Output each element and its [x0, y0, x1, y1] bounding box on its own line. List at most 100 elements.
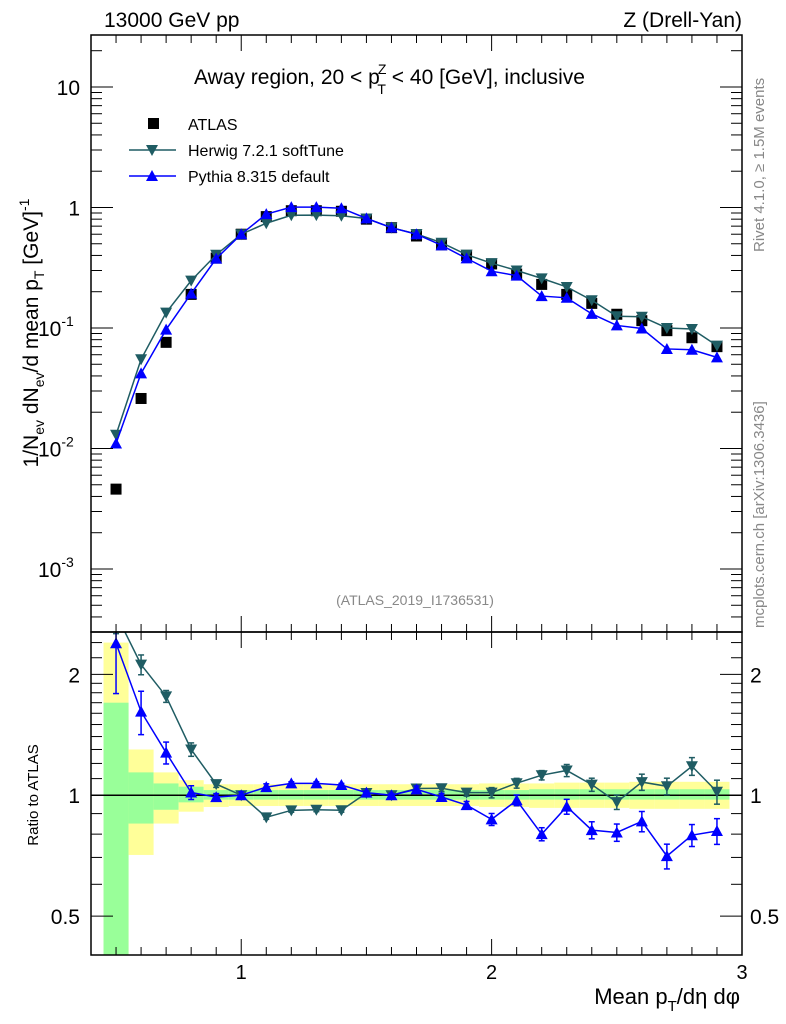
pythia-ratio-point	[710, 825, 723, 837]
main-plot-marks	[110, 201, 723, 495]
legend-marker-herwig	[146, 145, 158, 156]
atlas-point	[110, 483, 122, 495]
side-text-rivet: Rivet 4.1.0, ≥ 1.5M events	[751, 78, 768, 252]
pythia-ratio-point	[685, 829, 698, 841]
y-tick-label: 10	[57, 77, 80, 100]
herwig-point	[185, 275, 198, 287]
herwig-ratio-point	[285, 805, 298, 817]
herwig-point	[535, 273, 548, 285]
herwig-ratio-point	[160, 691, 173, 703]
pythia-ratio-point	[235, 789, 248, 801]
atlas-point	[686, 332, 698, 344]
band-stat-bin	[579, 789, 605, 800]
x-tick-label: 3	[736, 962, 747, 984]
herwig-point	[135, 354, 148, 366]
pythia-ratio-point	[535, 828, 548, 840]
herwig-point	[710, 340, 723, 352]
herwig-ratio-point	[435, 783, 448, 795]
pythia-ratio-point	[460, 799, 473, 811]
herwig-ratio-point	[210, 779, 223, 791]
pythia-point	[710, 351, 723, 363]
atlas-point	[160, 336, 172, 348]
pythia-point	[535, 290, 548, 302]
pythia-point	[485, 265, 498, 277]
legend-marker-atlas	[148, 118, 159, 129]
pythia-point	[135, 367, 148, 379]
pythia-point	[110, 437, 123, 449]
pythia-ratio-point	[610, 826, 623, 838]
axes: 1 2 3 10 1 10-1 10-2 10-3 2 2 1 1 0.5 0.5	[38, 34, 779, 984]
ratio-y-tick-label-right: 0.5	[750, 906, 779, 929]
herwig-ratio-point	[335, 805, 348, 817]
x-tick-label: 2	[486, 962, 497, 984]
band-stat-bin	[103, 702, 129, 955]
pythia-ratio-point	[135, 705, 148, 717]
pythia-point	[560, 291, 573, 303]
ratio-y-tick-label-right: 1	[750, 785, 762, 808]
herwig-point	[335, 210, 348, 222]
herwig-ratio-point	[660, 781, 673, 793]
ratio-y-tick-label-left: 1	[68, 785, 80, 808]
pythia-point	[435, 239, 448, 251]
pythia-point	[260, 208, 273, 220]
x-tick-label: 1	[236, 962, 247, 984]
pythia-ratio-point	[360, 786, 373, 798]
herwig-ratio-point	[560, 765, 573, 777]
pythia-point	[610, 319, 623, 331]
pythia-ratio-point	[335, 779, 348, 791]
herwig-point	[635, 311, 648, 323]
pythia-line-main	[115, 206, 718, 444]
herwig-point	[610, 311, 623, 323]
pythia-point	[410, 228, 423, 240]
band-stat-bin	[529, 789, 555, 800]
herwig-ratio-point	[310, 804, 323, 816]
pythia-point	[685, 343, 698, 355]
pythia-ratio-point	[585, 824, 598, 836]
herwig-ratio-point	[535, 770, 548, 782]
header-left: 13000 GeV pp	[104, 9, 239, 32]
herwig-ratio-point	[460, 787, 473, 799]
herwig-point	[685, 324, 698, 336]
herwig-ratio-point	[260, 812, 273, 824]
band-stat-bin	[554, 789, 580, 800]
ratio-uncertainty-bands	[103, 642, 730, 955]
pythia-ratio-point	[660, 850, 673, 862]
pythia-point	[660, 342, 673, 354]
pythia-ratio-point	[285, 777, 298, 789]
pythia-ratio-point	[160, 746, 173, 758]
pythia-point	[510, 269, 523, 281]
ratio-plot-marks	[91, 609, 742, 870]
plot-title: Away region, 20 < pZ T < 40 [GeV], inclus…	[194, 61, 585, 97]
herwig-point	[285, 210, 298, 222]
herwig-ratio-point	[110, 609, 122, 620]
pythia-line-ratio	[115, 642, 718, 858]
legend-label-pythia: Pythia 8.315 default	[188, 169, 330, 186]
pythia-ratio-point	[110, 637, 123, 649]
pythia-ratio-point	[210, 791, 223, 803]
pythia-point	[385, 221, 398, 233]
band-stat-bin	[679, 789, 705, 800]
pythia-ratio-point	[510, 794, 523, 806]
pythia-ratio-point	[260, 781, 273, 793]
band-stat-bin	[629, 789, 655, 800]
pythia-point	[310, 201, 323, 213]
ratio-y-axis-label: Ratio to ATLAS	[25, 744, 42, 845]
herwig-ratio-point	[585, 779, 598, 791]
pythia-ratio-point	[385, 789, 398, 801]
herwig-point	[110, 429, 123, 441]
herwig-point	[160, 307, 173, 319]
pythia-ratio-point	[560, 800, 573, 812]
y-tick-label: 10-1	[38, 313, 74, 341]
herwig-ratio-point	[485, 787, 498, 799]
y-tick-label: 10-2	[38, 433, 74, 461]
side-text-mcplots: mcplots.cern.ch [arXiv:1306.3436]	[751, 401, 768, 628]
y-tick-label: 1	[68, 197, 80, 220]
herwig-ratio-point	[710, 786, 723, 798]
ratio-y-tick-label-right: 2	[750, 664, 762, 687]
atlas-point	[536, 278, 548, 290]
ratio-y-tick-label-left: 0.5	[51, 906, 80, 929]
x-axis-label: Mean pT/dη dφ	[594, 984, 740, 1015]
pythia-ratio-point	[410, 783, 423, 795]
herwig-point	[485, 258, 498, 270]
